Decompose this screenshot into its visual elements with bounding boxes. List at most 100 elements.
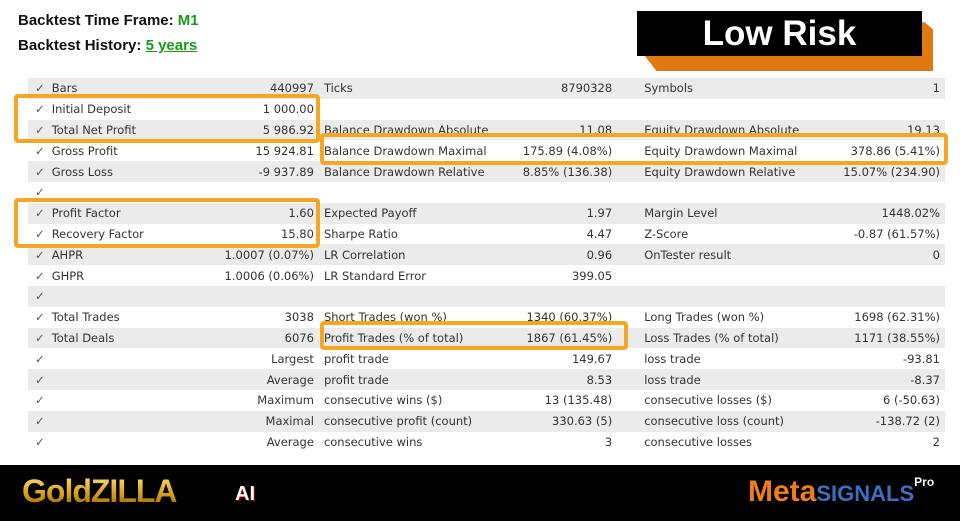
- check-icon: ✓: [35, 351, 45, 366]
- metric-label: Initial Deposit: [51, 102, 132, 117]
- table-row: ✓ Average profit trade 8.53 loss trade -8.37: [28, 369, 945, 390]
- metric-label: [622, 265, 843, 286]
- highlight-factors: [14, 198, 320, 248]
- metric-value: [200, 286, 317, 307]
- metric-label: LR Correlation: [323, 247, 406, 262]
- metric-value: Average: [266, 372, 314, 387]
- metric-label: Ticks: [323, 81, 353, 96]
- metric-value: 330.63 (5): [552, 414, 613, 429]
- metric-value: 15.07% (234.90): [843, 164, 940, 179]
- metric-label: loss trade: [644, 372, 701, 387]
- table-row: ✓ Initial Deposit 1 000.00: [28, 99, 945, 120]
- metric-value: 1171 (38.55%): [854, 330, 940, 345]
- metric-value: [504, 286, 623, 307]
- metric-value: Maximum: [257, 393, 314, 408]
- check-icon: ✓: [35, 310, 45, 325]
- metric-label: [622, 286, 843, 307]
- metric-label: Total Deals: [51, 330, 115, 345]
- check-icon: ✓: [35, 226, 45, 241]
- metric-value: 399.05: [571, 268, 613, 283]
- metric-label: Symbols: [644, 81, 694, 96]
- metric-value: 4.47: [586, 226, 613, 241]
- metric-label: [622, 182, 843, 203]
- metric-value: -0.87 (61.57%): [853, 226, 940, 241]
- metric-label: Recovery Factor: [51, 226, 144, 241]
- table-row: ✓: [28, 182, 945, 203]
- metric-label: Equity Drawdown Relative: [644, 164, 796, 179]
- metric-label: Gross Profit: [51, 143, 118, 158]
- metric-label: Expected Payoff: [323, 206, 417, 221]
- check-icon: ✓: [35, 185, 45, 200]
- metric-label: [52, 369, 201, 390]
- metric-label: AHPR: [51, 247, 84, 262]
- metric-label: [52, 411, 201, 432]
- metric-label: [52, 390, 201, 411]
- table-row: ✓: [28, 285, 945, 307]
- check-icon: ✓: [35, 268, 45, 283]
- metric-label: Profit Factor: [51, 206, 121, 221]
- metric-value: 1698 (62.31%): [854, 310, 940, 325]
- metric-value: 1: [932, 81, 940, 96]
- metric-label: Bars: [51, 81, 78, 96]
- logo-meta: Meta: [748, 475, 817, 508]
- check-icon: ✓: [35, 372, 45, 387]
- highlight-drawdown-maximal: [320, 133, 948, 165]
- metric-value: 6 (-50.63): [882, 393, 940, 408]
- check-icon: ✓: [35, 164, 45, 179]
- check-icon: ✓: [35, 143, 45, 158]
- check-icon: ✓: [35, 434, 45, 449]
- metric-label: Z-Score: [644, 226, 689, 241]
- backtest-report-table: ✓ Bars 440997 Ticks 8790328 Symbols 1 ✓ Initial …: [28, 78, 945, 452]
- metric-label: profit trade: [323, 351, 389, 366]
- metric-label: Balance Drawdown Relative: [323, 164, 485, 179]
- metric-label: Short Trades (won %): [323, 310, 447, 325]
- metric-label: Margin Level: [644, 206, 718, 221]
- metric-label: [52, 348, 201, 369]
- metric-label: loss trade: [644, 351, 701, 366]
- metric-value: 1448.02%: [881, 206, 940, 221]
- table-row: ✓ AHPR 1.0007 (0.07%) LR Correlation 0.96 OnT…: [28, 244, 945, 266]
- table-row: ✓ GHPR 1.0006 (0.06%) LR Standard Error 399.…: [28, 265, 945, 286]
- metric-value: [843, 265, 945, 286]
- metric-label: [318, 182, 504, 203]
- metric-label: OnTester result: [644, 247, 732, 262]
- logo-signals: SIGNALS: [816, 481, 915, 506]
- metric-value: -8.37: [910, 372, 940, 387]
- check-icon: ✓: [35, 393, 45, 408]
- metric-value: 15.80: [281, 226, 314, 241]
- metric-value: 5 986.92: [262, 122, 314, 137]
- timeframe-value: M1: [177, 12, 199, 29]
- metric-value: [843, 182, 945, 203]
- table-row: ✓ Maximum consecutive wins ($) 13 (135.48) c…: [28, 390, 945, 411]
- metric-label: consecutive losses: [644, 434, 753, 449]
- check-icon: ✓: [35, 206, 45, 221]
- metric-label: Balance Drawdown Maximal: [323, 143, 487, 158]
- metric-value: 1867 (61.45%): [526, 330, 613, 345]
- history-label: Backtest History:: [18, 37, 142, 54]
- metric-value: 1.0007 (0.07%): [224, 247, 314, 262]
- metric-label: Total Net Profit: [51, 122, 137, 137]
- check-icon: ✓: [35, 330, 45, 345]
- metric-value: 0: [932, 247, 940, 262]
- check-icon: ✓: [35, 122, 45, 137]
- metric-label: consecutive profit (count): [323, 414, 473, 429]
- metric-value: 175.89 (4.08%): [522, 143, 613, 158]
- metric-value: 3: [604, 434, 613, 449]
- logo-pro: Pro: [914, 475, 935, 489]
- table-row: ✓ Total Deals 6076 Profit Trades (% of tota…: [28, 327, 945, 349]
- table-row: ✓ Bars 440997 Ticks 8790328 Symbols 1: [28, 78, 945, 99]
- metric-value: -93.81: [902, 351, 940, 366]
- goldzilla-logo: GoldZILLA: [22, 473, 178, 509]
- highlight-profit-trades: [320, 321, 628, 350]
- metric-value: 3038: [284, 310, 314, 325]
- timeframe-label: Backtest Time Frame:: [18, 12, 174, 29]
- metric-label: Long Trades (won %): [644, 310, 765, 325]
- history-line: Backtest History: 5 years: [18, 37, 197, 54]
- goldzilla-logo-suffix: AI: [235, 483, 255, 505]
- metric-value: 1.97: [586, 206, 613, 221]
- check-icon: ✓: [35, 247, 45, 262]
- table-row: ✓ Maximal consecutive profit (count) 330.63…: [28, 410, 945, 432]
- check-icon: ✓: [35, 414, 45, 429]
- metric-value: [504, 182, 623, 203]
- metric-value: [843, 286, 945, 307]
